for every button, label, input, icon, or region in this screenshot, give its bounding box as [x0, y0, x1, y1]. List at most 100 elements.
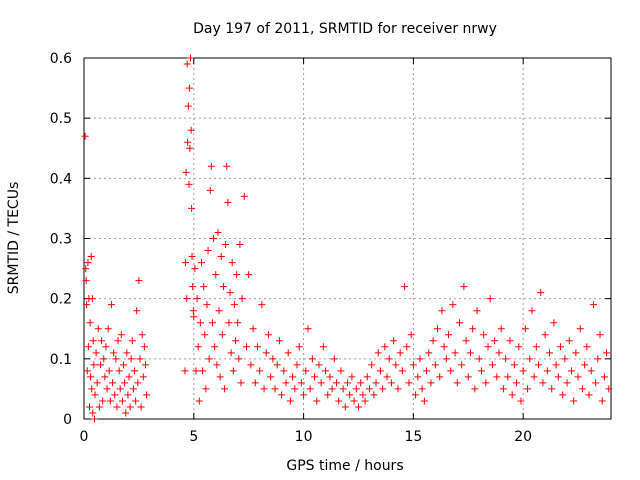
- data-point: [510, 361, 518, 369]
- x-axis-label: GPS time / hours: [286, 458, 403, 474]
- data-point: [289, 373, 297, 381]
- data-point: [381, 343, 389, 351]
- data-point: [412, 391, 420, 399]
- data-point: [201, 331, 209, 339]
- data-point: [139, 373, 147, 381]
- data-point: [183, 60, 191, 68]
- data-point: [361, 397, 369, 405]
- data-point: [96, 361, 104, 369]
- data-point: [267, 373, 275, 381]
- data-point: [245, 271, 253, 279]
- data-point: [90, 361, 98, 369]
- data-point: [451, 349, 459, 357]
- data-point: [548, 385, 556, 393]
- data-point: [376, 367, 384, 375]
- data-point: [427, 379, 435, 387]
- data-point: [204, 247, 212, 255]
- data-point: [491, 337, 499, 345]
- data-point: [83, 367, 91, 375]
- data-point: [407, 331, 415, 339]
- data-point: [471, 385, 479, 393]
- data-point: [515, 343, 523, 351]
- data-point: [302, 367, 310, 375]
- data-point: [269, 355, 277, 363]
- data-point: [84, 259, 92, 267]
- data-point: [101, 373, 109, 381]
- data-point: [372, 379, 380, 387]
- data-point: [484, 343, 492, 351]
- data-point: [565, 337, 573, 345]
- data-point: [104, 325, 112, 333]
- data-point: [598, 397, 606, 405]
- data-point: [137, 403, 145, 411]
- data-point: [193, 295, 201, 303]
- data-point: [226, 289, 234, 297]
- data-point: [185, 84, 193, 92]
- data-point: [308, 355, 316, 363]
- data-point: [539, 379, 547, 387]
- data-point: [300, 391, 308, 399]
- data-point: [394, 385, 402, 393]
- data-point: [251, 379, 259, 387]
- data-point: [85, 403, 93, 411]
- data-point: [559, 391, 567, 399]
- data-point: [438, 307, 446, 315]
- data-point: [526, 355, 534, 363]
- data-point: [197, 259, 205, 267]
- data-point: [88, 295, 96, 303]
- y-tick-label: 0.3: [50, 232, 72, 248]
- data-point: [348, 373, 356, 381]
- data-point: [423, 367, 431, 375]
- data-point: [212, 271, 220, 279]
- data-point: [293, 361, 301, 369]
- data-point: [89, 337, 97, 345]
- data-point: [524, 385, 532, 393]
- data-point: [447, 367, 455, 375]
- data-point: [357, 379, 365, 387]
- data-point: [462, 337, 470, 345]
- data-point: [207, 162, 215, 170]
- data-point: [221, 385, 229, 393]
- data-point: [330, 355, 338, 363]
- data-point: [530, 373, 538, 381]
- data-point: [127, 355, 135, 363]
- data-point: [315, 361, 323, 369]
- grid-lines: [84, 58, 611, 419]
- data-point: [181, 259, 189, 267]
- data-point: [449, 301, 457, 309]
- data-point: [363, 373, 371, 381]
- data-point: [86, 319, 94, 327]
- y-tick-label: 0.5: [50, 111, 72, 127]
- data-point: [458, 361, 466, 369]
- data-point: [495, 349, 503, 357]
- data-point: [596, 331, 604, 339]
- data-point: [352, 385, 360, 393]
- data-point: [335, 397, 343, 405]
- x-tick-label: 20: [514, 429, 532, 445]
- data-point: [184, 138, 192, 146]
- data-point: [132, 397, 140, 405]
- data-point: [217, 253, 225, 261]
- data-point: [401, 283, 409, 291]
- data-point: [122, 409, 130, 417]
- data-point: [230, 301, 238, 309]
- data-point: [556, 343, 564, 351]
- data-point: [125, 373, 133, 381]
- data-point: [561, 355, 569, 363]
- data-point: [189, 307, 197, 315]
- data-point: [306, 385, 314, 393]
- data-point: [431, 361, 439, 369]
- data-point: [528, 307, 536, 315]
- data-point: [473, 307, 481, 315]
- data-point: [502, 355, 510, 363]
- data-point: [247, 361, 255, 369]
- data-point: [572, 349, 580, 357]
- data-point: [256, 367, 264, 375]
- data-point: [264, 331, 272, 339]
- data-point: [499, 385, 507, 393]
- data-points: [81, 54, 613, 423]
- data-point: [600, 373, 608, 381]
- data-point: [94, 325, 102, 333]
- data-point: [488, 361, 496, 369]
- data-point: [123, 349, 131, 357]
